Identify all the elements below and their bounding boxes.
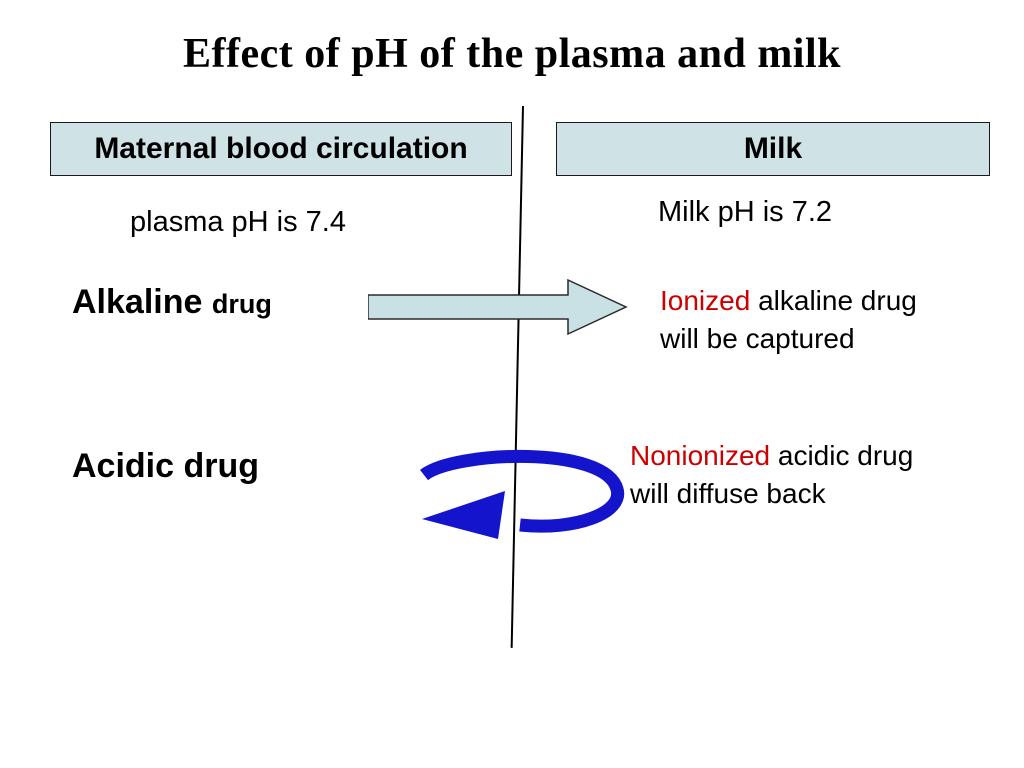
maternal-header-box: Maternal blood circulation (50, 122, 512, 176)
ionized-rest: alkaline drug (750, 285, 917, 316)
ionized-note: Ionized alkaline drug will be captured (660, 282, 1005, 358)
slide-title: Effect of pH of the plasma and milk (183, 31, 841, 77)
ionized-highlight: Ionized (660, 285, 751, 316)
milk-ph-text: Milk pH is 7.2 (658, 196, 833, 228)
milk-header-label: Milk (743, 132, 803, 165)
ionized-line2: will be captured (660, 323, 855, 354)
plasma-ph-text: plasma pH is 7.4 (130, 206, 346, 238)
right-block-arrow-icon (368, 278, 628, 336)
alkaline-drug-word: drug (211, 289, 272, 319)
alkaline-word: Alkaline (72, 283, 203, 321)
maternal-header-label: Maternal blood circulation (94, 132, 468, 165)
nonionized-line2: will diffuse back (630, 478, 826, 509)
nonionized-note: Nonionized acidic drug will diffuse back (630, 437, 1000, 513)
milk-header-box: Milk (556, 122, 990, 176)
curved-return-arrow-icon (420, 450, 625, 539)
nonionized-highlight: Nonionized (630, 440, 771, 471)
acidic-drug-label: Acidic drug (72, 447, 260, 485)
alkaline-drug-label: Alkaline drug (72, 283, 272, 322)
divider-line (510, 105, 524, 648)
nonionized-rest: acidic drug (770, 440, 914, 471)
